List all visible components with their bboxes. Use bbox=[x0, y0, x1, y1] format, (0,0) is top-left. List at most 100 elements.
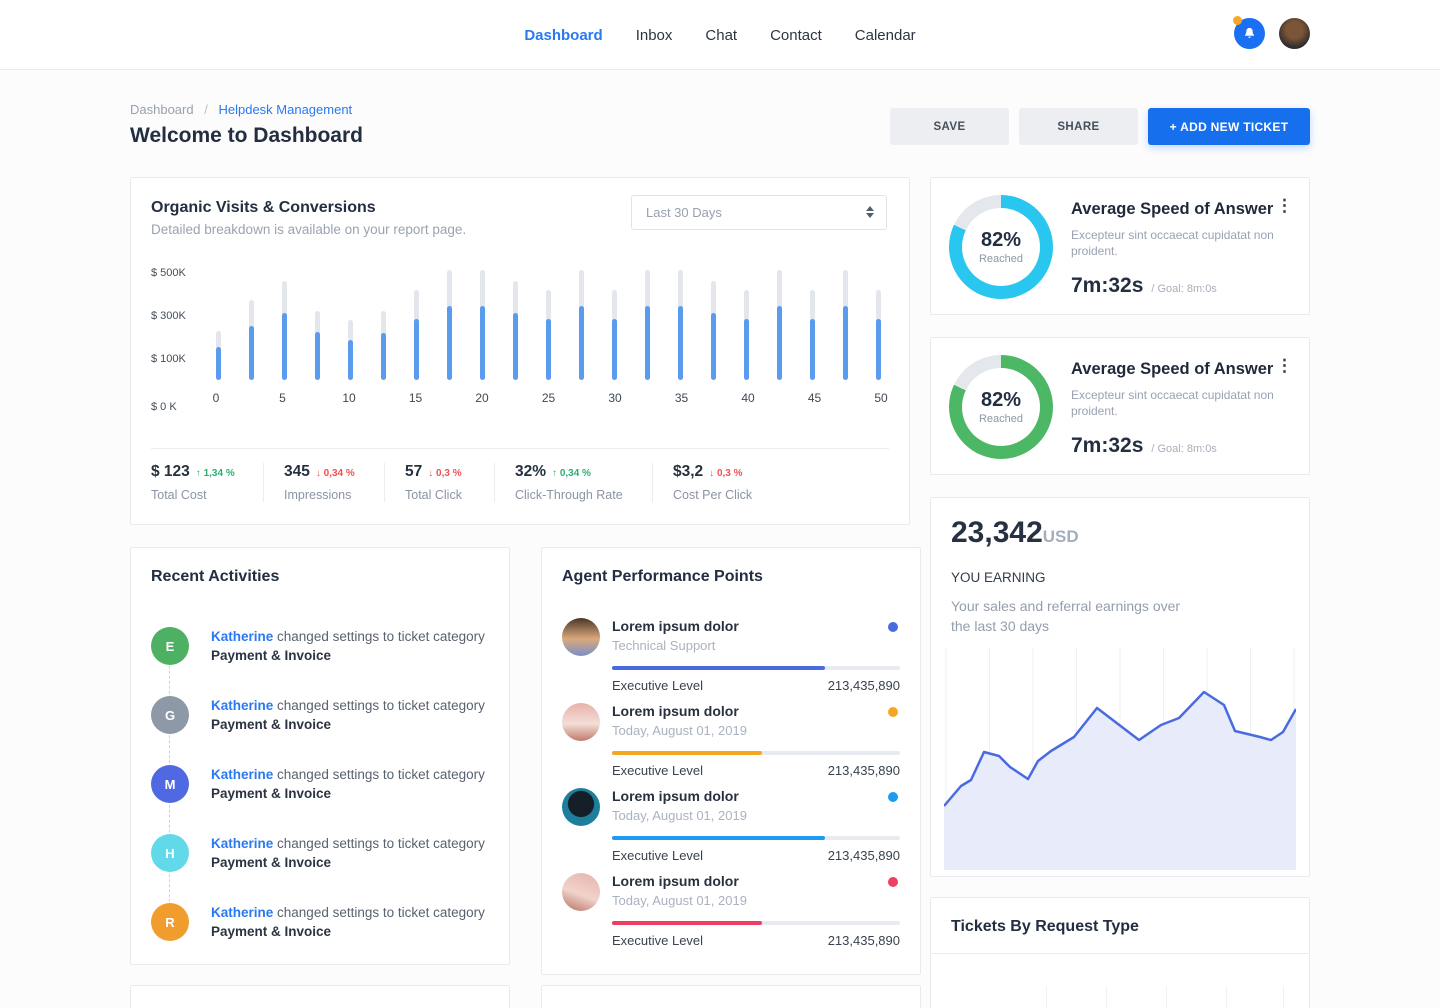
period-select-value: Last 30 Days bbox=[646, 205, 722, 220]
avatar: E bbox=[151, 627, 189, 665]
y-tick: $ 0 K bbox=[151, 401, 177, 413]
topbar: Dashboard Inbox Chat Contact Calendar bbox=[0, 0, 1440, 70]
status-dot-icon bbox=[888, 622, 898, 632]
stat-impressions: 345 ↓ 0,34 % Impressions bbox=[284, 463, 385, 502]
avatar-initial: M bbox=[164, 776, 176, 792]
avatar-initial: G bbox=[164, 707, 176, 723]
stat-label: Total Cost bbox=[151, 488, 207, 502]
actor-link[interactable]: Katherine bbox=[211, 905, 274, 920]
bell-icon bbox=[1244, 27, 1255, 38]
select-arrows-icon bbox=[866, 206, 874, 218]
progress-fill bbox=[612, 921, 762, 925]
period-select[interactable]: Last 30 Days bbox=[631, 195, 887, 230]
agent-subtitle: Technical Support bbox=[612, 638, 716, 653]
progress-fill bbox=[612, 836, 826, 840]
donut-percent: 82% bbox=[980, 389, 1022, 411]
nav-calendar[interactable]: Calendar bbox=[854, 26, 916, 44]
kebab-menu-icon[interactable]: ⋮ bbox=[1276, 196, 1293, 215]
bar-fill bbox=[381, 332, 386, 380]
activity-target: Payment & Invoice bbox=[211, 648, 332, 663]
share-button[interactable]: SHARE bbox=[1019, 108, 1138, 145]
nav-inbox[interactable]: Inbox bbox=[635, 26, 673, 44]
list-item: E Katherine changed settings to ticket c… bbox=[151, 627, 493, 675]
x-axis-labels: 0 5 10 15 20 25 30 35 40 45 50 bbox=[204, 391, 893, 405]
donut-label: Reached bbox=[978, 413, 1024, 425]
x-tick: 45 bbox=[807, 391, 822, 405]
avatar: M bbox=[151, 765, 189, 803]
organic-bars bbox=[216, 268, 881, 380]
bar-fill bbox=[744, 318, 749, 380]
list-item: M Katherine changed settings to ticket c… bbox=[151, 765, 493, 813]
activity-text: changed settings to ticket category bbox=[273, 836, 485, 851]
actor-link[interactable]: Katherine bbox=[211, 767, 274, 782]
activity-text: changed settings to ticket category bbox=[273, 698, 485, 713]
gridline bbox=[1226, 986, 1227, 1008]
card-title: Average Speed of Answer bbox=[1071, 200, 1274, 218]
agent-subtitle: Today, August 01, 2019 bbox=[612, 893, 747, 908]
bar-fill bbox=[480, 305, 485, 380]
stat-value: $3,2 bbox=[673, 463, 704, 480]
actor-link[interactable]: Katherine bbox=[211, 698, 274, 713]
actor-link[interactable]: Katherine bbox=[211, 629, 274, 644]
status-dot-icon bbox=[888, 877, 898, 887]
bar-fill bbox=[315, 331, 320, 380]
kebab-menu-icon[interactable]: ⋮ bbox=[1276, 356, 1293, 375]
stat-label: Impressions bbox=[284, 488, 352, 502]
agent-row: Lorem ipsum dolor Today, August 01, 2019… bbox=[562, 788, 900, 868]
avatar bbox=[562, 618, 600, 656]
list-item: G Katherine changed settings to ticket c… bbox=[151, 696, 493, 744]
speed-of-answer-card: 82% Reached Average Speed of Answer ⋮ Ex… bbox=[930, 177, 1310, 315]
bar bbox=[216, 330, 221, 380]
topbar-actions bbox=[1233, 16, 1310, 49]
stat-delta-value: 0,3 % bbox=[436, 468, 462, 479]
notifications-button[interactable] bbox=[1233, 16, 1265, 49]
goal-value: / Goal: 8m:0s bbox=[1151, 443, 1217, 455]
breadcrumb-root[interactable]: Dashboard bbox=[130, 102, 194, 117]
y-tick: $ 100K bbox=[151, 353, 186, 365]
user-avatar[interactable] bbox=[1279, 18, 1310, 49]
stat-value: $ 123 bbox=[151, 463, 190, 480]
bar-fill bbox=[810, 318, 815, 380]
earning-chart bbox=[943, 648, 1298, 870]
donut-percent: 82% bbox=[980, 229, 1022, 251]
agent-row: Lorem ipsum dolor Technical Support Exec… bbox=[562, 618, 900, 698]
avatar: G bbox=[151, 696, 189, 734]
bar bbox=[546, 289, 551, 380]
stat-delta-value: 0,34 % bbox=[323, 468, 355, 479]
save-button[interactable]: SAVE bbox=[890, 108, 1009, 145]
breadcrumb-current[interactable]: Helpdesk Management bbox=[218, 102, 353, 117]
stat-cost-per-click: $3,2 ↓ 0,3 % Cost Per Click bbox=[673, 463, 783, 502]
progress-fill bbox=[612, 751, 762, 755]
avatar-initial: H bbox=[165, 845, 175, 861]
level-label: Executive Level bbox=[612, 678, 704, 693]
bar bbox=[843, 270, 848, 380]
add-new-ticket-button[interactable]: + ADD NEW TICKET bbox=[1148, 108, 1310, 145]
x-tick: 40 bbox=[741, 391, 755, 405]
bar bbox=[447, 270, 452, 380]
activity-text: changed settings to ticket category bbox=[273, 629, 485, 644]
bar bbox=[381, 311, 386, 380]
donut-label: Reached bbox=[978, 253, 1024, 265]
nav-chat[interactable]: Chat bbox=[705, 26, 738, 44]
gridline bbox=[1166, 986, 1167, 1008]
bar-fill bbox=[216, 346, 221, 380]
nav-contact[interactable]: Contact bbox=[770, 26, 822, 44]
progress-fill bbox=[612, 666, 826, 670]
bar bbox=[249, 300, 254, 380]
nav-dashboard[interactable]: Dashboard bbox=[524, 26, 603, 44]
bar bbox=[777, 270, 782, 380]
bar-fill bbox=[282, 313, 287, 380]
time-value: 7m:32s bbox=[1071, 274, 1144, 297]
stat-value: 57 bbox=[405, 463, 423, 480]
stat-delta: ↓ 0,34 % bbox=[316, 468, 355, 479]
avatar bbox=[562, 873, 600, 911]
level-label: Executive Level bbox=[612, 933, 704, 948]
speed-of-answer-card: 82% Reached Average Speed of Answer ⋮ Ex… bbox=[930, 337, 1310, 475]
list-item: H Katherine changed settings to ticket c… bbox=[151, 834, 493, 882]
stat-delta: ↓ 0,3 % bbox=[428, 468, 461, 479]
bar-fill bbox=[513, 313, 518, 380]
stat-delta-value: 0,3 % bbox=[716, 468, 743, 479]
avatar bbox=[562, 788, 600, 826]
trend-arrow-icon: ↓ bbox=[315, 468, 321, 479]
actor-link[interactable]: Katherine bbox=[211, 836, 274, 851]
